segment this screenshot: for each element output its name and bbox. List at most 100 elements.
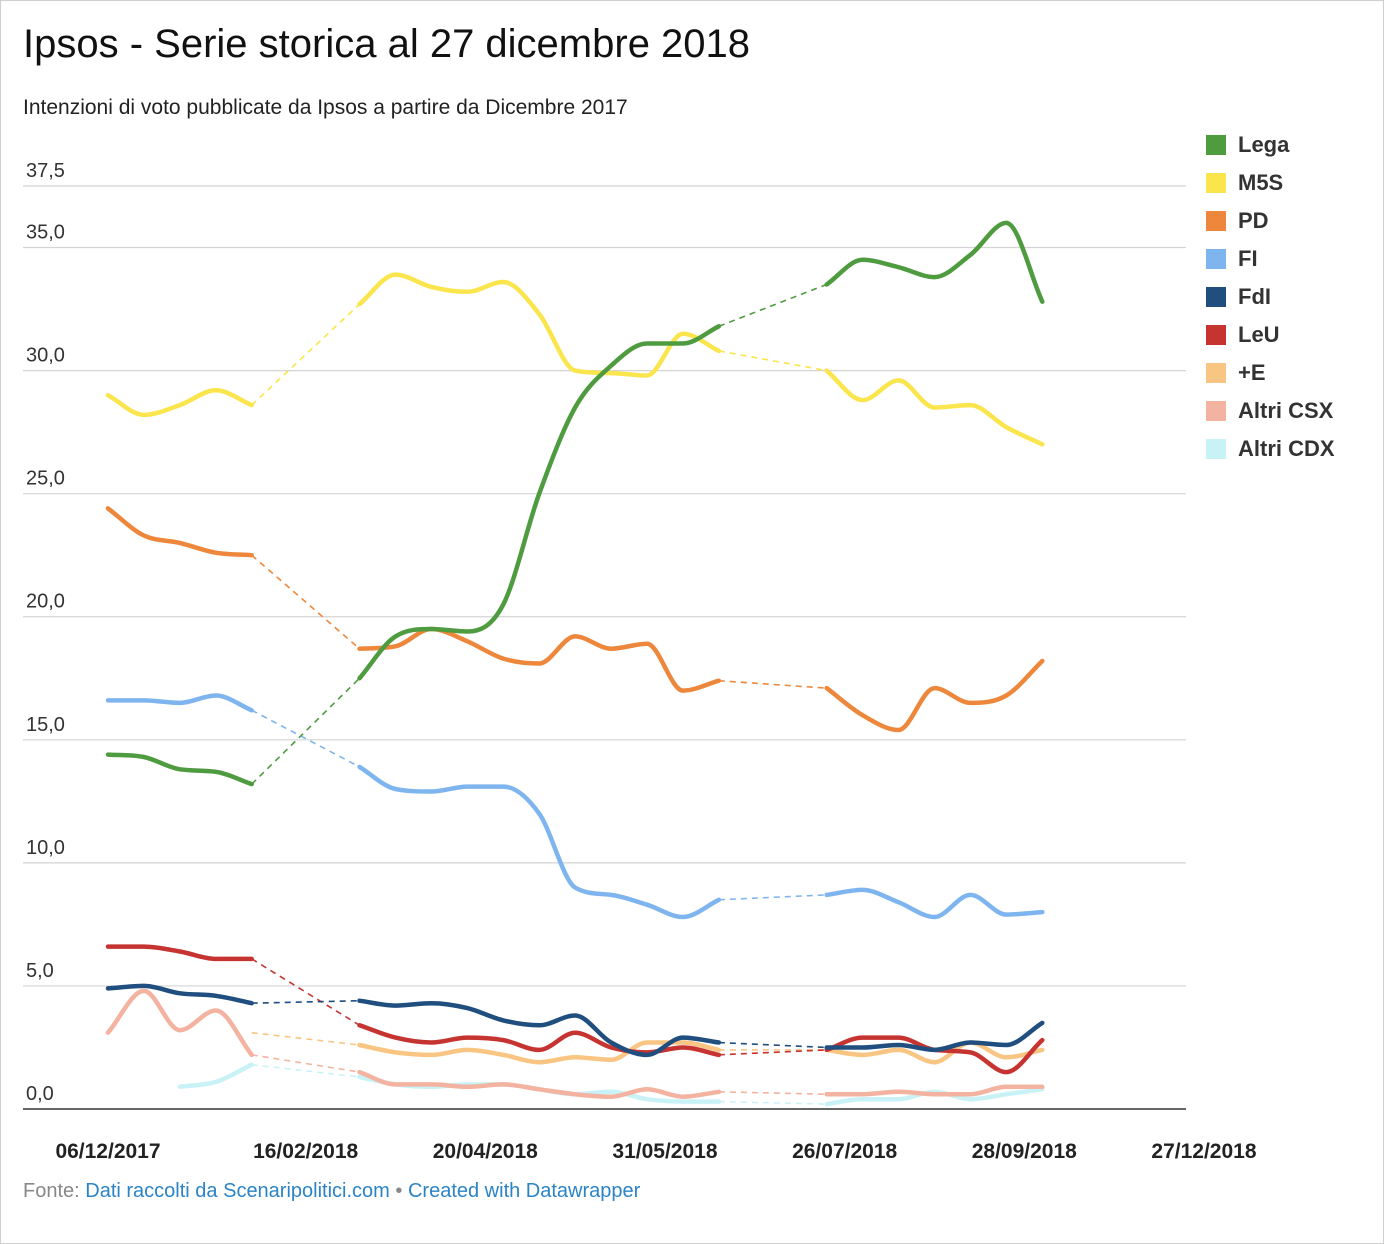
legend-label: FI xyxy=(1238,246,1258,271)
legend-swatch xyxy=(1206,287,1226,307)
legend-swatch xyxy=(1206,439,1226,459)
gap-connector-m5s xyxy=(251,303,361,406)
series-lega xyxy=(105,220,1045,787)
series-line-lega xyxy=(357,324,722,681)
legend-swatch xyxy=(1206,173,1226,193)
series-altri-csx xyxy=(105,988,1045,1099)
legend-label: PD xyxy=(1238,208,1269,233)
legend-label: Altri CSX xyxy=(1238,398,1334,423)
legend-label: FdI xyxy=(1238,284,1271,309)
gap-connector-pd xyxy=(718,679,827,689)
gap-connector-e xyxy=(251,1031,360,1046)
legend-swatch xyxy=(1206,249,1226,269)
legend-item-fdi[interactable]: FdI xyxy=(1206,278,1335,316)
series-line-leu xyxy=(105,944,254,962)
gap-connector-lega xyxy=(251,677,361,785)
gap-connector-m5s xyxy=(718,350,827,372)
legend-item-fi[interactable]: FI xyxy=(1206,240,1335,278)
footer: Fonte: Dati raccolti da Scenaripolitici.… xyxy=(23,1180,640,1203)
x-tick-label: 31/05/2018 xyxy=(612,1140,717,1163)
series-line-altri-csx xyxy=(357,1069,722,1099)
datawrapper-link[interactable]: Created with Datawrapper xyxy=(407,1180,641,1202)
x-tick-label: 06/12/2017 xyxy=(55,1140,160,1163)
x-tick-label: 27/12/2018 xyxy=(1151,1140,1256,1163)
legend: Lega M5S PD FI FdI LeU +E Altri CSX Altri CDX xyxy=(1206,126,1335,468)
series-line-m5s xyxy=(824,368,1045,447)
series-fdi xyxy=(105,983,1045,1058)
legend-item-leu[interactable]: LeU xyxy=(1206,316,1335,354)
gap-connector-lega xyxy=(718,283,827,328)
gap-connector-altri-cdx xyxy=(251,1063,360,1078)
series-line-altri-csx xyxy=(824,1084,1045,1097)
gap-connector-fdi xyxy=(718,1041,827,1049)
series-line-fi xyxy=(105,693,254,713)
series-lines xyxy=(105,220,1045,1107)
gap-connector-altri-csx xyxy=(251,1054,360,1073)
series-line-fdi xyxy=(824,1020,1045,1053)
source-label: Fonte: xyxy=(23,1180,80,1202)
series-m5s xyxy=(105,272,1045,447)
series-line-pd xyxy=(105,506,254,558)
legend-swatch xyxy=(1206,211,1226,231)
legend-item-m5s[interactable]: M5S xyxy=(1206,164,1335,202)
legend-item-altri-cdx[interactable]: Altri CDX xyxy=(1206,430,1335,468)
series-line-altri-cdx xyxy=(177,1062,254,1090)
legend-label: Lega xyxy=(1238,132,1290,157)
y-tick-label: 0,0 xyxy=(26,1083,54,1105)
y-tick-label: 35,0 xyxy=(26,222,65,244)
gap-connector-leu xyxy=(718,1049,827,1056)
series-line-m5s xyxy=(357,272,722,378)
series-line-fdi xyxy=(357,998,722,1058)
x-tick-label: 20/04/2018 xyxy=(433,1140,538,1163)
legend-item-pd[interactable]: PD xyxy=(1206,202,1335,240)
legend-item-altri-csx[interactable]: Altri CSX xyxy=(1206,392,1335,430)
source-link[interactable]: Dati raccolti da Scenaripolitici.com xyxy=(85,1180,390,1202)
legend-label: +E xyxy=(1238,360,1266,385)
footer-separator: • xyxy=(395,1180,403,1202)
series-e xyxy=(251,1031,1045,1065)
y-tick-label: 25,0 xyxy=(26,468,65,490)
series-line-altri-cdx xyxy=(824,1087,1045,1107)
series-fi xyxy=(105,693,1045,920)
series-pd xyxy=(105,506,1045,733)
series-line-e xyxy=(824,1040,1045,1065)
legend-swatch xyxy=(1206,363,1226,383)
series-line-lega xyxy=(824,220,1045,304)
gap-connector-fi xyxy=(251,709,360,768)
series-line-lega xyxy=(105,752,254,787)
y-tick-label: 10,0 xyxy=(26,837,65,859)
legend-item-e[interactable]: +E xyxy=(1206,354,1335,392)
gap-connector-altri-csx xyxy=(718,1090,827,1096)
x-tick-label: 28/09/2018 xyxy=(972,1140,1077,1163)
legend-item-lega[interactable]: Lega xyxy=(1206,126,1335,164)
series-line-fi xyxy=(357,764,722,920)
x-tick-label: 26/07/2018 xyxy=(792,1140,897,1163)
y-axis-ticks: 0,0 5,0 10,0 15,0 20,0 25,0 30,0 35,0 37,5 xyxy=(26,160,65,1105)
series-line-pd xyxy=(824,658,1045,733)
legend-label: M5S xyxy=(1238,170,1284,195)
gap-connector-fdi xyxy=(251,999,360,1004)
chart-title: Ipsos - Serie storica al 27 dicembre 201… xyxy=(23,22,751,66)
y-tick-label: 5,0 xyxy=(26,960,54,982)
series-line-leu xyxy=(357,1023,722,1058)
series-line-fi xyxy=(824,887,1045,920)
legend-label: Altri CDX xyxy=(1238,436,1335,461)
y-tick-label: 15,0 xyxy=(26,714,65,736)
y-tick-label: 37,5 xyxy=(26,160,65,182)
gap-connector-altri-cdx xyxy=(718,1100,827,1105)
series-line-fdi xyxy=(105,983,254,1006)
legend-label: LeU xyxy=(1238,322,1280,347)
chart-subtitle: Intenzioni di voto pubblicate da Ipsos a… xyxy=(23,96,628,119)
x-axis-ticks: 06/12/2017 16/02/2018 20/04/2018 31/05/2018… xyxy=(55,1140,1256,1163)
y-tick-label: 20,0 xyxy=(26,591,65,613)
legend-swatch xyxy=(1206,325,1226,345)
legend-swatch xyxy=(1206,135,1226,155)
y-tick-label: 30,0 xyxy=(26,345,65,367)
series-line-altri-csx xyxy=(105,988,254,1058)
gap-connector-leu xyxy=(251,958,360,1026)
legend-swatch xyxy=(1206,401,1226,421)
gap-connector-fi xyxy=(718,894,827,901)
gap-connector-pd xyxy=(251,554,361,650)
series-line-e xyxy=(357,1040,722,1065)
